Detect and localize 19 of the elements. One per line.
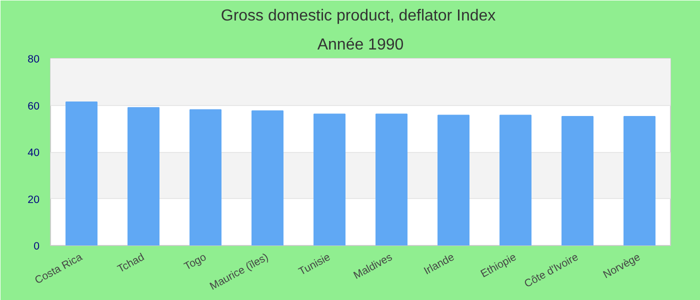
bar: [128, 107, 160, 246]
bar: [314, 114, 346, 246]
bar: [438, 114, 470, 246]
y-tick-label: 40: [28, 147, 40, 159]
x-tick-label: Costa Rica: [32, 251, 84, 287]
bar: [376, 114, 408, 246]
y-tick-label: 80: [28, 54, 40, 66]
y-tick-label: 0: [34, 240, 40, 252]
chart-title: Gross domestic product, deflator Index: [220, 8, 496, 24]
bar: [190, 109, 222, 246]
bar: [624, 116, 656, 246]
bar: [500, 114, 532, 246]
chart-subtitle: Année 1990: [317, 36, 404, 54]
x-tick-label: Togo: [182, 251, 208, 273]
bar: [66, 101, 98, 246]
bar: [252, 110, 284, 246]
y-tick-label: 60: [28, 100, 40, 112]
y-tick-label: 20: [28, 194, 40, 206]
bar: [562, 116, 594, 246]
